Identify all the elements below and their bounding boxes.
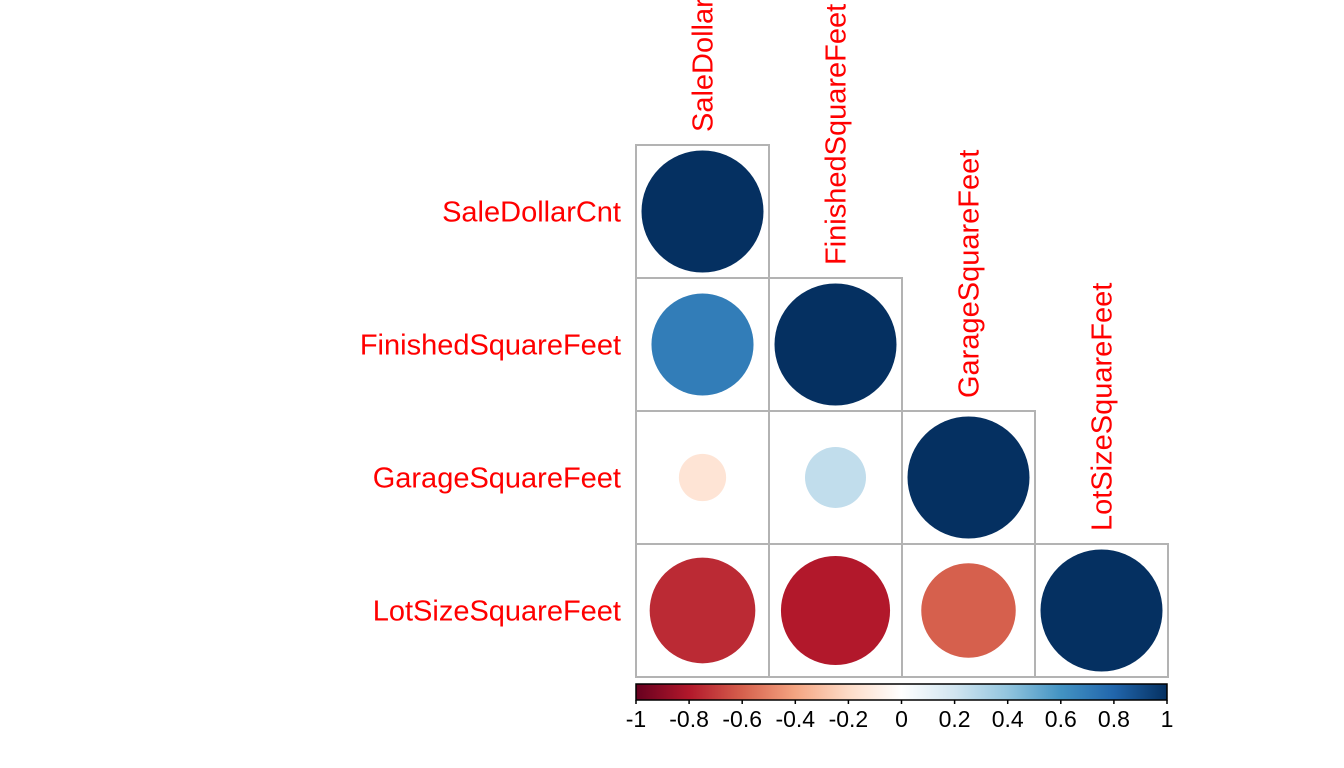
corr-circle-2-1 bbox=[805, 447, 866, 508]
corr-circle-3-3 bbox=[1040, 549, 1163, 672]
corr-circle-1-0 bbox=[651, 293, 754, 396]
column-label: LotSizeSquareFeet bbox=[1087, 283, 1119, 531]
row-label: GarageSquareFeet bbox=[373, 463, 621, 495]
column-label: SaleDollarCnt bbox=[688, 0, 720, 132]
colorbar: -1 -0.8 -0.6 -0.4 -0.2 0 0.2 0.4 0.6 0.8 1 bbox=[626, 683, 1174, 732]
corr-circle-3-2 bbox=[921, 563, 1016, 658]
colorbar-tick-label: -0.4 bbox=[775, 706, 815, 732]
corr-circle-2-0 bbox=[678, 453, 727, 502]
row-label: SaleDollarCnt bbox=[442, 197, 621, 229]
row-label: FinishedSquareFeet bbox=[360, 330, 621, 362]
corr-circle-1-1 bbox=[774, 283, 897, 406]
corr-circle-3-1 bbox=[780, 555, 891, 666]
colorbar-tick-label: -1 bbox=[626, 706, 646, 732]
colorbar-tick-label: -0.2 bbox=[829, 706, 869, 732]
colorbar-tick-label: 1 bbox=[1161, 706, 1174, 732]
colorbar-tick-label: -0.8 bbox=[669, 706, 709, 732]
colorbar-tick-label: -0.6 bbox=[722, 706, 762, 732]
corr-circle-0-0 bbox=[641, 150, 764, 273]
colorbar-gradient bbox=[635, 683, 1168, 701]
row-label: LotSizeSquareFeet bbox=[373, 596, 621, 628]
column-label: GarageSquareFeet bbox=[954, 150, 986, 398]
corr-circle-3-0 bbox=[649, 557, 756, 664]
row-labels: SaleDollarCnt FinishedSquareFeet GarageSqu… bbox=[360, 197, 621, 628]
colorbar-tick-label: 0.4 bbox=[992, 706, 1024, 732]
corr-circle-2-2 bbox=[907, 416, 1030, 539]
column-labels: SaleDollarCnt FinishedSquareFeet GarageSqu… bbox=[688, 0, 1119, 531]
colorbar-tick-label: 0.6 bbox=[1045, 706, 1077, 732]
colorbar-tick-label: 0 bbox=[895, 706, 908, 732]
correlation-cells bbox=[635, 144, 1169, 678]
colorbar-tick-label: 0.2 bbox=[939, 706, 971, 732]
column-label: FinishedSquareFeet bbox=[821, 4, 853, 265]
colorbar-tick-label: 0.8 bbox=[1098, 706, 1130, 732]
